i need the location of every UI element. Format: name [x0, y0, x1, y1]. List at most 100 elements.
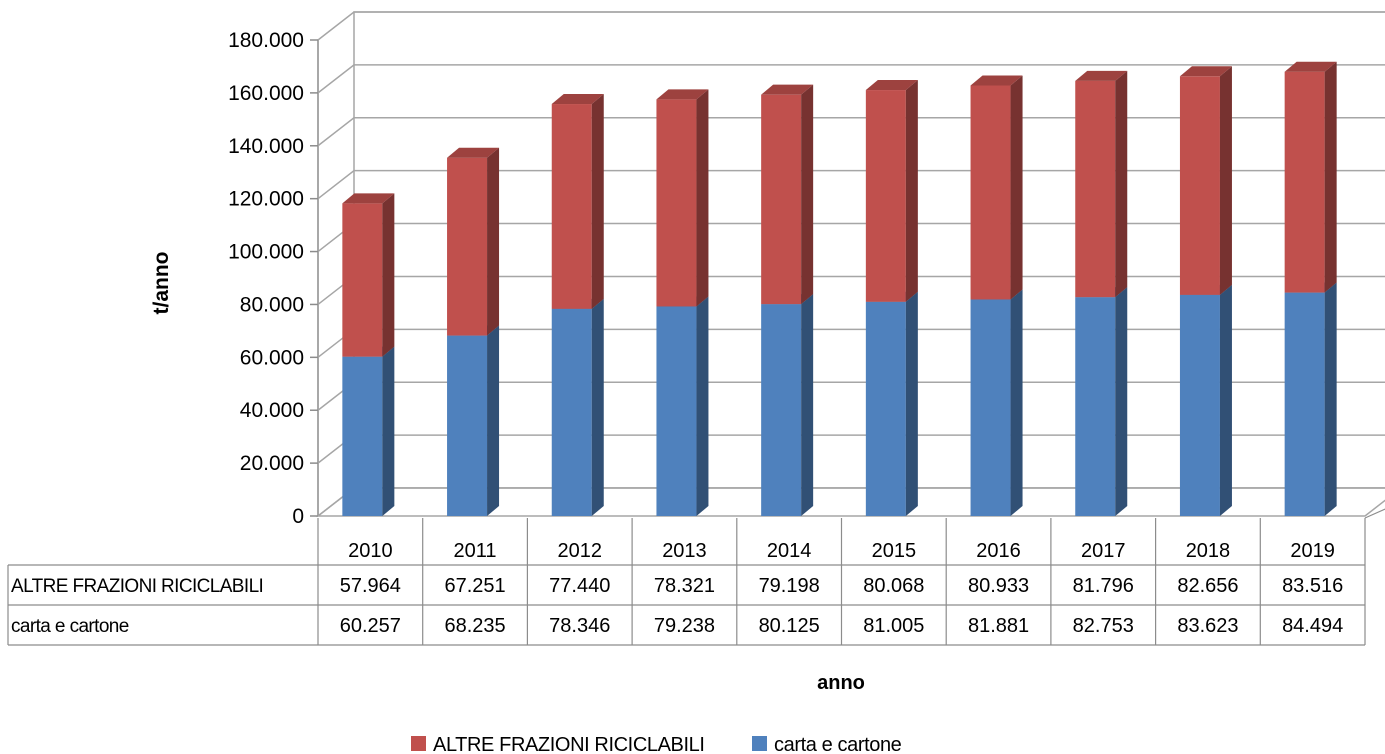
bar-side [905, 291, 918, 516]
bar-front [1284, 292, 1325, 516]
y-tick-label: 40.000 [240, 399, 304, 422]
table-data-cell: 83.516 [1282, 575, 1343, 597]
bar-side [801, 294, 814, 516]
table-data-cell: 82.656 [1177, 575, 1238, 597]
bar-segment [865, 291, 918, 516]
table-data-cell: 81.005 [863, 615, 924, 637]
table-data-cell: 68.235 [444, 615, 505, 637]
bar-front [447, 157, 488, 336]
bar-side [1219, 284, 1232, 516]
bar-front [342, 356, 383, 516]
bar-segment [342, 346, 395, 516]
bar-segment [1179, 284, 1232, 516]
bar-front [342, 203, 383, 357]
bar-front [656, 99, 697, 307]
table-data-cell: 67.251 [444, 575, 505, 597]
bar-front [656, 306, 697, 516]
table-edge [1364, 508, 1385, 519]
bar-segment [1075, 70, 1128, 298]
bars [342, 61, 1337, 516]
bar-side [382, 193, 395, 357]
bar-segment [342, 193, 395, 357]
bar-front [1075, 80, 1116, 298]
y-tick-label: 100.000 [228, 241, 304, 264]
table-data-cell: 79.198 [759, 575, 820, 597]
table-data-cell: 80.125 [759, 615, 820, 637]
table-header-cell: 2013 [662, 540, 707, 562]
table-data-cell: 78.346 [549, 615, 610, 637]
legend-swatch [411, 736, 426, 751]
bar-segment [1284, 282, 1337, 516]
bar-side [1219, 66, 1232, 295]
bar-side [382, 346, 395, 516]
x-axis-label: anno [817, 672, 865, 694]
table-data-cell: 81.796 [1073, 575, 1134, 597]
y-axis-label: t/anno [150, 252, 173, 315]
bar-segment [447, 325, 500, 516]
bar-front [1075, 297, 1116, 516]
table-row-label: ALTRE FRAZIONI RICICLABILI [11, 576, 263, 597]
legend-item: ALTRE FRAZIONI RICICLABILI [411, 734, 705, 754]
y-tick-label: 20.000 [240, 452, 304, 475]
y-tick-label: 140.000 [228, 135, 304, 158]
y-tick-label: 0 [292, 505, 304, 528]
bar-side [1010, 289, 1023, 516]
bar-front [1179, 76, 1220, 295]
bar-side [591, 94, 604, 309]
bar-side [1010, 75, 1023, 300]
bar-segment [865, 80, 918, 302]
bar-top [1075, 70, 1128, 81]
bar-side [591, 298, 604, 516]
table-data-cell: 60.257 [340, 615, 401, 637]
y-axis-ticks: 0 20.000 40.000 60.000 80.000 100.000 120.000 1… [228, 29, 318, 528]
table-data-cell: 80.933 [968, 575, 1029, 597]
table-header-cell: 2015 [872, 540, 917, 562]
bar-front [865, 301, 906, 516]
y-tick-label: 160.000 [228, 82, 304, 105]
bar-front [970, 85, 1011, 300]
table-header-cell: 2011 [454, 540, 497, 562]
bar-segment [761, 84, 814, 305]
table-data-cell: 82.753 [1073, 615, 1134, 637]
bar-side [696, 89, 709, 307]
bar-side [487, 325, 500, 516]
bar-side [905, 80, 918, 302]
table-header-cell: 2018 [1186, 540, 1231, 562]
table-data-cell: 78.321 [654, 575, 715, 597]
bar-top [1284, 61, 1337, 72]
table-header-cell: 2017 [1081, 540, 1126, 562]
bar-segment [551, 298, 604, 516]
bar-segment [656, 296, 709, 516]
bar-segment [970, 289, 1023, 516]
bar-side [801, 84, 814, 305]
bar-segment [1075, 287, 1128, 516]
table-header-cell: 2019 [1290, 540, 1335, 562]
y-tick-label: 60.000 [240, 346, 304, 369]
bar-top [970, 75, 1023, 86]
bar-front [761, 304, 802, 516]
bar-top [551, 94, 604, 105]
gridline [317, 11, 1385, 41]
y-tick-label: 80.000 [240, 293, 304, 316]
bar-segment [1284, 61, 1337, 293]
y-tick-label: 180.000 [228, 29, 304, 52]
bar-side [696, 296, 709, 516]
gridline [317, 169, 1385, 200]
data-table: 2010 2011 2012 2013 2014 2015 2016 2017 2018 2019… [7, 508, 1385, 646]
table-row-label: carta e cartone [11, 616, 129, 637]
table-header-cell: 2012 [558, 540, 603, 562]
legend: ALTRE FRAZIONI RICICLABILI carta e carton… [411, 734, 902, 754]
bar-segment [970, 75, 1023, 300]
bar-front [551, 104, 592, 309]
table-data-cell: 84.494 [1282, 615, 1343, 637]
bar-segment [1179, 66, 1232, 295]
bar-side [1324, 282, 1337, 516]
table-data-cell: 80.068 [863, 575, 924, 597]
bar-segment [447, 147, 500, 336]
table-data-cell: 57.964 [340, 575, 401, 597]
table-data-cell: 83.623 [1177, 615, 1238, 637]
bar-front [1179, 294, 1220, 516]
bar-top [865, 80, 918, 91]
legend-label: carta e cartone [774, 734, 902, 754]
